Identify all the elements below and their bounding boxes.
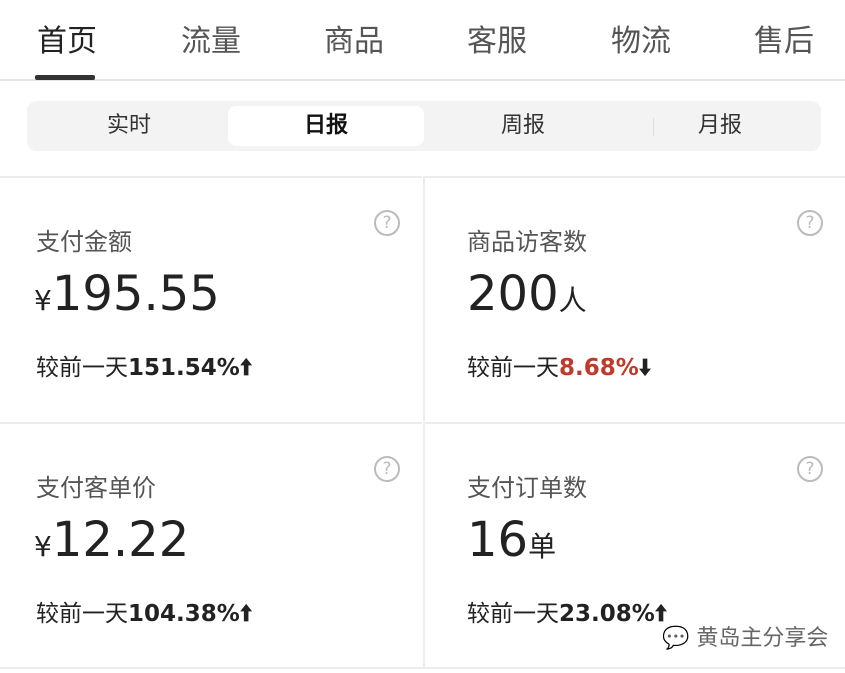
wechat-icon: 💬 xyxy=(662,626,697,651)
currency-symbol: ¥ xyxy=(34,530,52,563)
help-icon[interactable]: ? xyxy=(797,210,823,236)
compare-label: 较前一天 xyxy=(467,601,559,627)
metric-value: 200人 xyxy=(467,266,587,322)
period-weekly[interactable]: 周报 xyxy=(500,113,545,138)
value-number: 16 xyxy=(467,512,529,568)
period-realtime[interactable]: 实时 xyxy=(106,113,151,138)
metric-value: 16单 xyxy=(467,512,556,568)
tab-home[interactable]: 首页 xyxy=(37,24,97,59)
metric-label: 支付订单数 xyxy=(467,474,587,502)
compare-label: 较前一天 xyxy=(467,355,559,381)
watermark-text: 黄岛主分享会 xyxy=(696,626,829,651)
tab-service[interactable]: 客服 xyxy=(467,24,527,59)
metric-value: ¥12.22 xyxy=(34,512,189,568)
metric-comparison: 较前一天23.08%🠩 xyxy=(467,594,667,636)
metric-label: 支付金额 xyxy=(36,228,132,256)
compare-label: 较前一天 xyxy=(36,601,128,627)
metric-card-payment-amount[interactable]: 支付金额 ? ¥195.55 较前一天151.54%🠩 xyxy=(0,176,422,421)
tab-logistics[interactable]: 物流 xyxy=(611,24,671,59)
tab-products[interactable]: 商品 xyxy=(324,24,384,59)
tab-aftersales[interactable]: 售后 xyxy=(754,24,814,59)
active-tab-indicator xyxy=(35,75,95,80)
metric-label: 支付客单价 xyxy=(36,474,156,502)
change-percent: 23.08% xyxy=(559,601,655,627)
value-number: 12.22 xyxy=(51,512,190,568)
watermark: 💬 黄岛主分享会 xyxy=(662,620,828,652)
period-daily[interactable]: 日报 xyxy=(228,106,424,146)
value-number: 195.55 xyxy=(51,266,220,322)
arrow-down-icon: 🠫 xyxy=(638,355,652,381)
row-divider xyxy=(0,667,845,669)
change-percent: 104.38% xyxy=(128,601,240,627)
arrow-up-icon: 🠩 xyxy=(239,355,253,381)
metric-comparison: 较前一天8.68%🠫 xyxy=(467,348,651,390)
value-unit: 单 xyxy=(528,530,557,563)
help-icon[interactable]: ? xyxy=(374,456,400,482)
arrow-up-icon: 🠩 xyxy=(654,601,668,627)
metric-comparison: 较前一天151.54%🠩 xyxy=(36,348,252,390)
metric-card-product-visitors[interactable]: 商品访客数 ? 200人 较前一天8.68%🠫 xyxy=(423,176,845,421)
metric-label: 商品访客数 xyxy=(467,228,587,256)
metric-value: ¥195.55 xyxy=(34,266,220,322)
tab-traffic[interactable]: 流量 xyxy=(181,24,241,59)
change-percent: 151.54% xyxy=(128,355,240,381)
metric-comparison: 较前一天104.38%🠩 xyxy=(36,594,252,636)
currency-symbol: ¥ xyxy=(34,284,52,317)
metric-card-avg-order-value[interactable]: 支付客单价 ? ¥12.22 较前一天104.38%🠩 xyxy=(0,422,422,667)
arrow-up-icon: 🠩 xyxy=(239,601,253,627)
segment-divider xyxy=(653,118,654,136)
metric-card-order-count[interactable]: 支付订单数 ? 16单 较前一天23.08%🠩 xyxy=(423,422,845,667)
value-number: 200 xyxy=(467,266,559,322)
compare-label: 较前一天 xyxy=(36,355,128,381)
help-icon[interactable]: ? xyxy=(797,456,823,482)
period-selector: 实时 日报 周报 月报 xyxy=(27,101,821,151)
period-monthly[interactable]: 月报 xyxy=(697,113,742,138)
help-icon[interactable]: ? xyxy=(374,210,400,236)
change-percent: 8.68% xyxy=(559,355,639,381)
value-unit: 人 xyxy=(558,284,587,317)
top-tabs: 首页 流量 商品 客服 物流 售后 xyxy=(0,0,845,81)
